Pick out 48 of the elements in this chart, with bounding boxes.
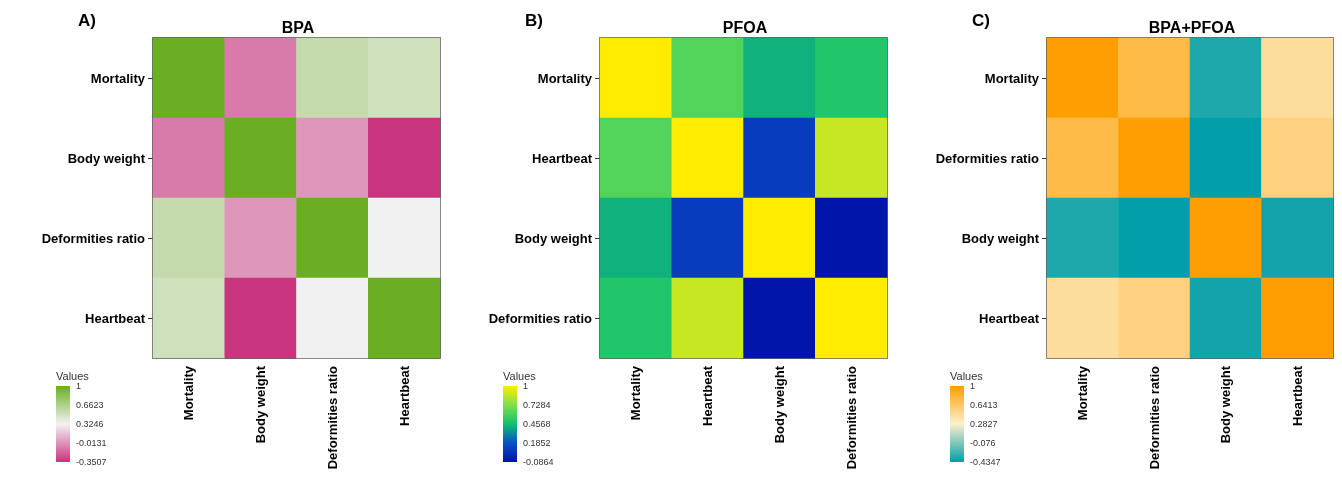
text: A) (78, 11, 96, 30)
x-tick-label: Body weight (253, 365, 269, 444)
color-bar-label: 1 (970, 381, 976, 391)
y-tick-label: Deformities ratio (935, 150, 1040, 166)
color-bar-label: -0.0864 (523, 457, 554, 467)
x-tick-label: Mortality (1075, 365, 1091, 421)
y-tick-label: Mortality (537, 70, 593, 86)
color-bar-title: Values (56, 369, 90, 382)
color-bar-title: Values (950, 369, 984, 382)
color-bar-label: 0.2827 (970, 419, 998, 429)
x-tick-label: Body weight (1218, 365, 1234, 444)
x-tick-label: Heartbeat (396, 365, 412, 426)
chart-title: BPA+PFOA (1148, 18, 1236, 36)
x-tick-label: Deformities ratio (843, 365, 859, 470)
x-tick-label: Mortality (181, 365, 197, 421)
y-tick-label: Body weight (67, 150, 146, 166)
color-bar-label: 0.4568 (523, 419, 551, 429)
y-tick-label: Heartbeat (85, 310, 146, 326)
color-bar-label: -0.3507 (76, 457, 107, 467)
color-bar-label: 1 (523, 381, 529, 391)
y-tick-label: Heartbeat (532, 150, 593, 166)
x-tick-label: Body weight (771, 365, 787, 444)
color-bar-label: 0.3246 (76, 419, 104, 429)
color-bar-label: -0.4347 (970, 457, 1001, 467)
y-tick-label: Mortality (984, 70, 1040, 86)
y-tick-label: Heartbeat (979, 310, 1040, 326)
text: B) (525, 11, 543, 30)
y-tick-label: Deformities ratio (41, 230, 146, 246)
color-bar-label: -0.076 (970, 438, 996, 448)
y-tick-label: Mortality (90, 70, 146, 86)
x-tick-label: Heartbeat (1289, 365, 1305, 426)
color-bar-label: 0.7284 (523, 400, 551, 410)
text: C) (972, 11, 990, 30)
color-bar-label: -0.0131 (76, 438, 107, 448)
x-tick-label: Mortality (628, 365, 644, 421)
x-tick-label: Deformities ratio (1146, 365, 1162, 470)
color-bar-label: 1 (76, 381, 82, 391)
y-tick-label: Body weight (514, 230, 593, 246)
y-tick-label: Body weight (961, 230, 1040, 246)
x-tick-label: Heartbeat (700, 365, 716, 426)
y-tick-label: Deformities ratio (488, 310, 593, 326)
color-bar-label: 0.6413 (970, 400, 998, 410)
color-bar-label: 0.6623 (76, 400, 104, 410)
color-bar-title: Values (503, 369, 537, 382)
chart-title: PFOA (722, 18, 768, 36)
chart-title: BPA (281, 18, 315, 36)
color-bar-label: 0.1852 (523, 438, 551, 448)
x-tick-label: Deformities ratio (324, 365, 340, 470)
